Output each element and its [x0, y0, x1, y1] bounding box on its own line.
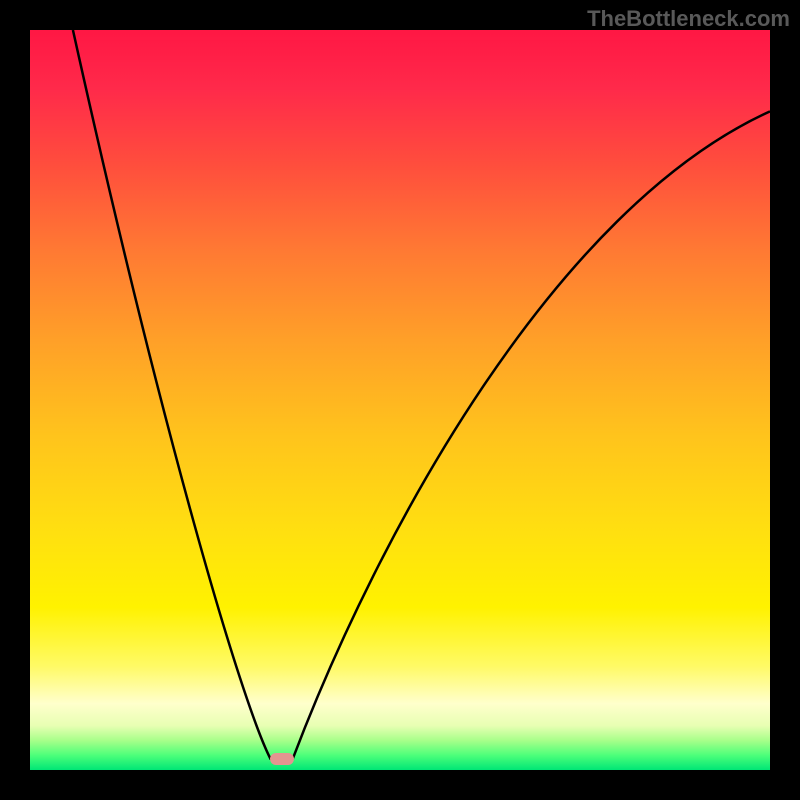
watermark: TheBottleneck.com — [587, 6, 790, 32]
chart-container — [30, 30, 770, 770]
optimal-marker — [270, 753, 294, 765]
bottleneck-curve — [30, 30, 770, 770]
